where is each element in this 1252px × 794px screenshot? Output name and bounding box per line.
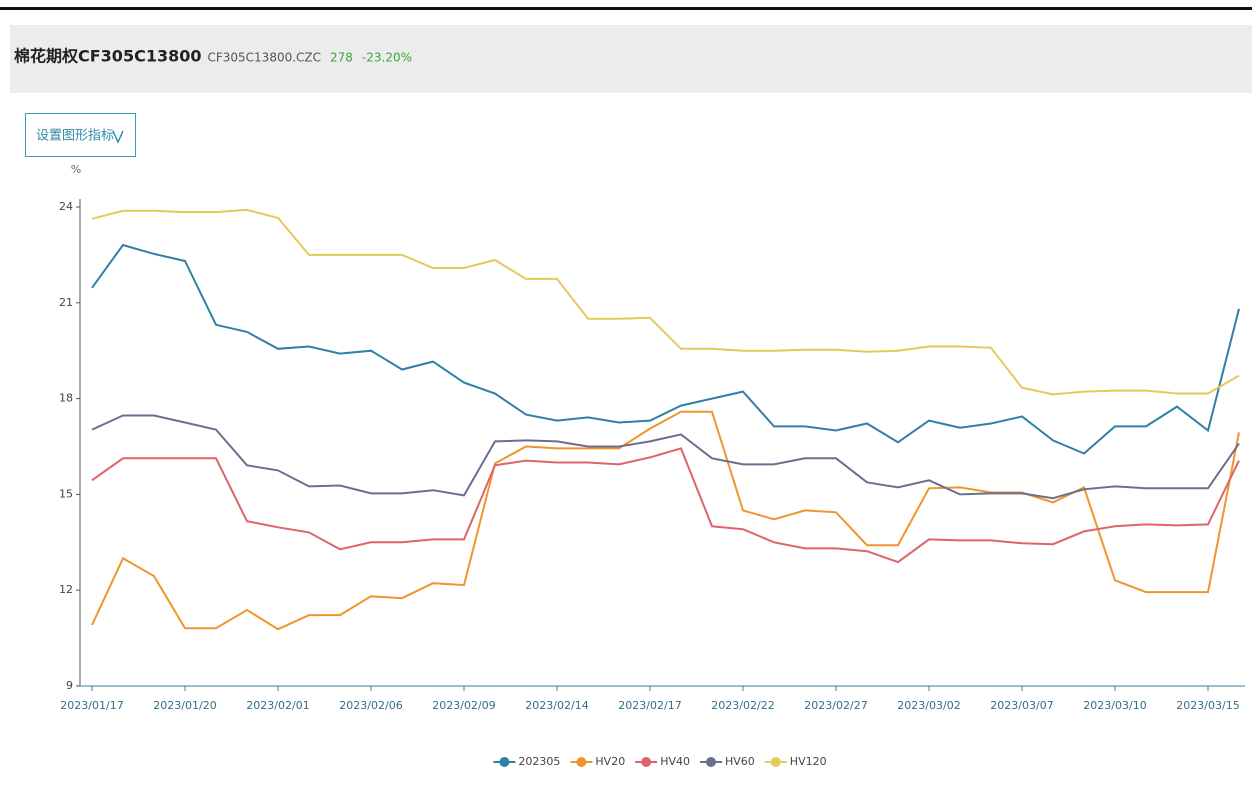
indicator-button[interactable]: 设置图形指标 [25,113,136,157]
series-line [91,447,1240,564]
legend-label: 202305 [518,755,560,768]
legend-item: HV120 [764,755,827,768]
legend-label: HV120 [790,755,827,768]
x-tick-label: 2023/03/02 [897,699,960,712]
legend-label: HV60 [725,755,755,768]
y-tick-label: 24 [59,200,73,213]
x-tick-label: 2023/03/07 [990,699,1053,712]
legend-marker [499,757,510,767]
legend-item: HV40 [635,755,690,768]
legend-label: HV40 [660,755,690,768]
header-code: CF305C13800.CZC [207,51,321,65]
y-tick-label: 18 [59,392,73,405]
x-tick-label: 2023/02/01 [246,699,309,712]
series-line [91,410,1240,631]
series-line [91,414,1240,500]
y-tick-label: 21 [59,296,73,309]
header-title: 棉花期权CF305C13800 [14,47,201,66]
x-tick-label: 2023/02/09 [432,699,495,712]
header-change: -23.20% [362,51,412,65]
legend-marker [706,757,716,767]
legend-item: HV60 [700,755,755,768]
button-label[interactable]: 设置图形指标 [36,129,114,144]
x-tick-label: 2023/02/14 [525,699,588,712]
header-price: 278 [330,51,353,65]
x-tick-label: 2023/02/27 [804,699,867,712]
y-tick-label: 12 [59,583,73,596]
top-rule [0,7,1252,10]
y-tick-label: 9 [66,679,73,692]
x-tick-label: 2023/02/06 [339,699,402,712]
legend-label: HV20 [595,755,625,768]
y-tick-label: 15 [59,487,73,500]
x-tick-label: 2023/03/10 [1083,699,1146,712]
legend-item: HV20 [570,755,625,768]
x-tick-label: 2023/02/17 [618,699,681,712]
legend-marker [770,757,781,767]
legend-item: 202305 [493,755,560,768]
button-frame[interactable] [25,113,136,157]
x-tick-label: 2023/01/20 [153,699,216,712]
legend-marker [576,757,587,767]
chevron[interactable] [112,130,124,144]
x-tick-label: 2023/01/17 [60,699,123,712]
x-tick-label: 2023/03/15 [1176,699,1239,712]
series-line [91,208,1240,396]
legend-marker [641,757,652,767]
series-line [91,243,1240,455]
y-unit: % [71,163,81,176]
x-tick-label: 2023/02/22 [711,699,774,712]
header-bar [10,25,1252,93]
